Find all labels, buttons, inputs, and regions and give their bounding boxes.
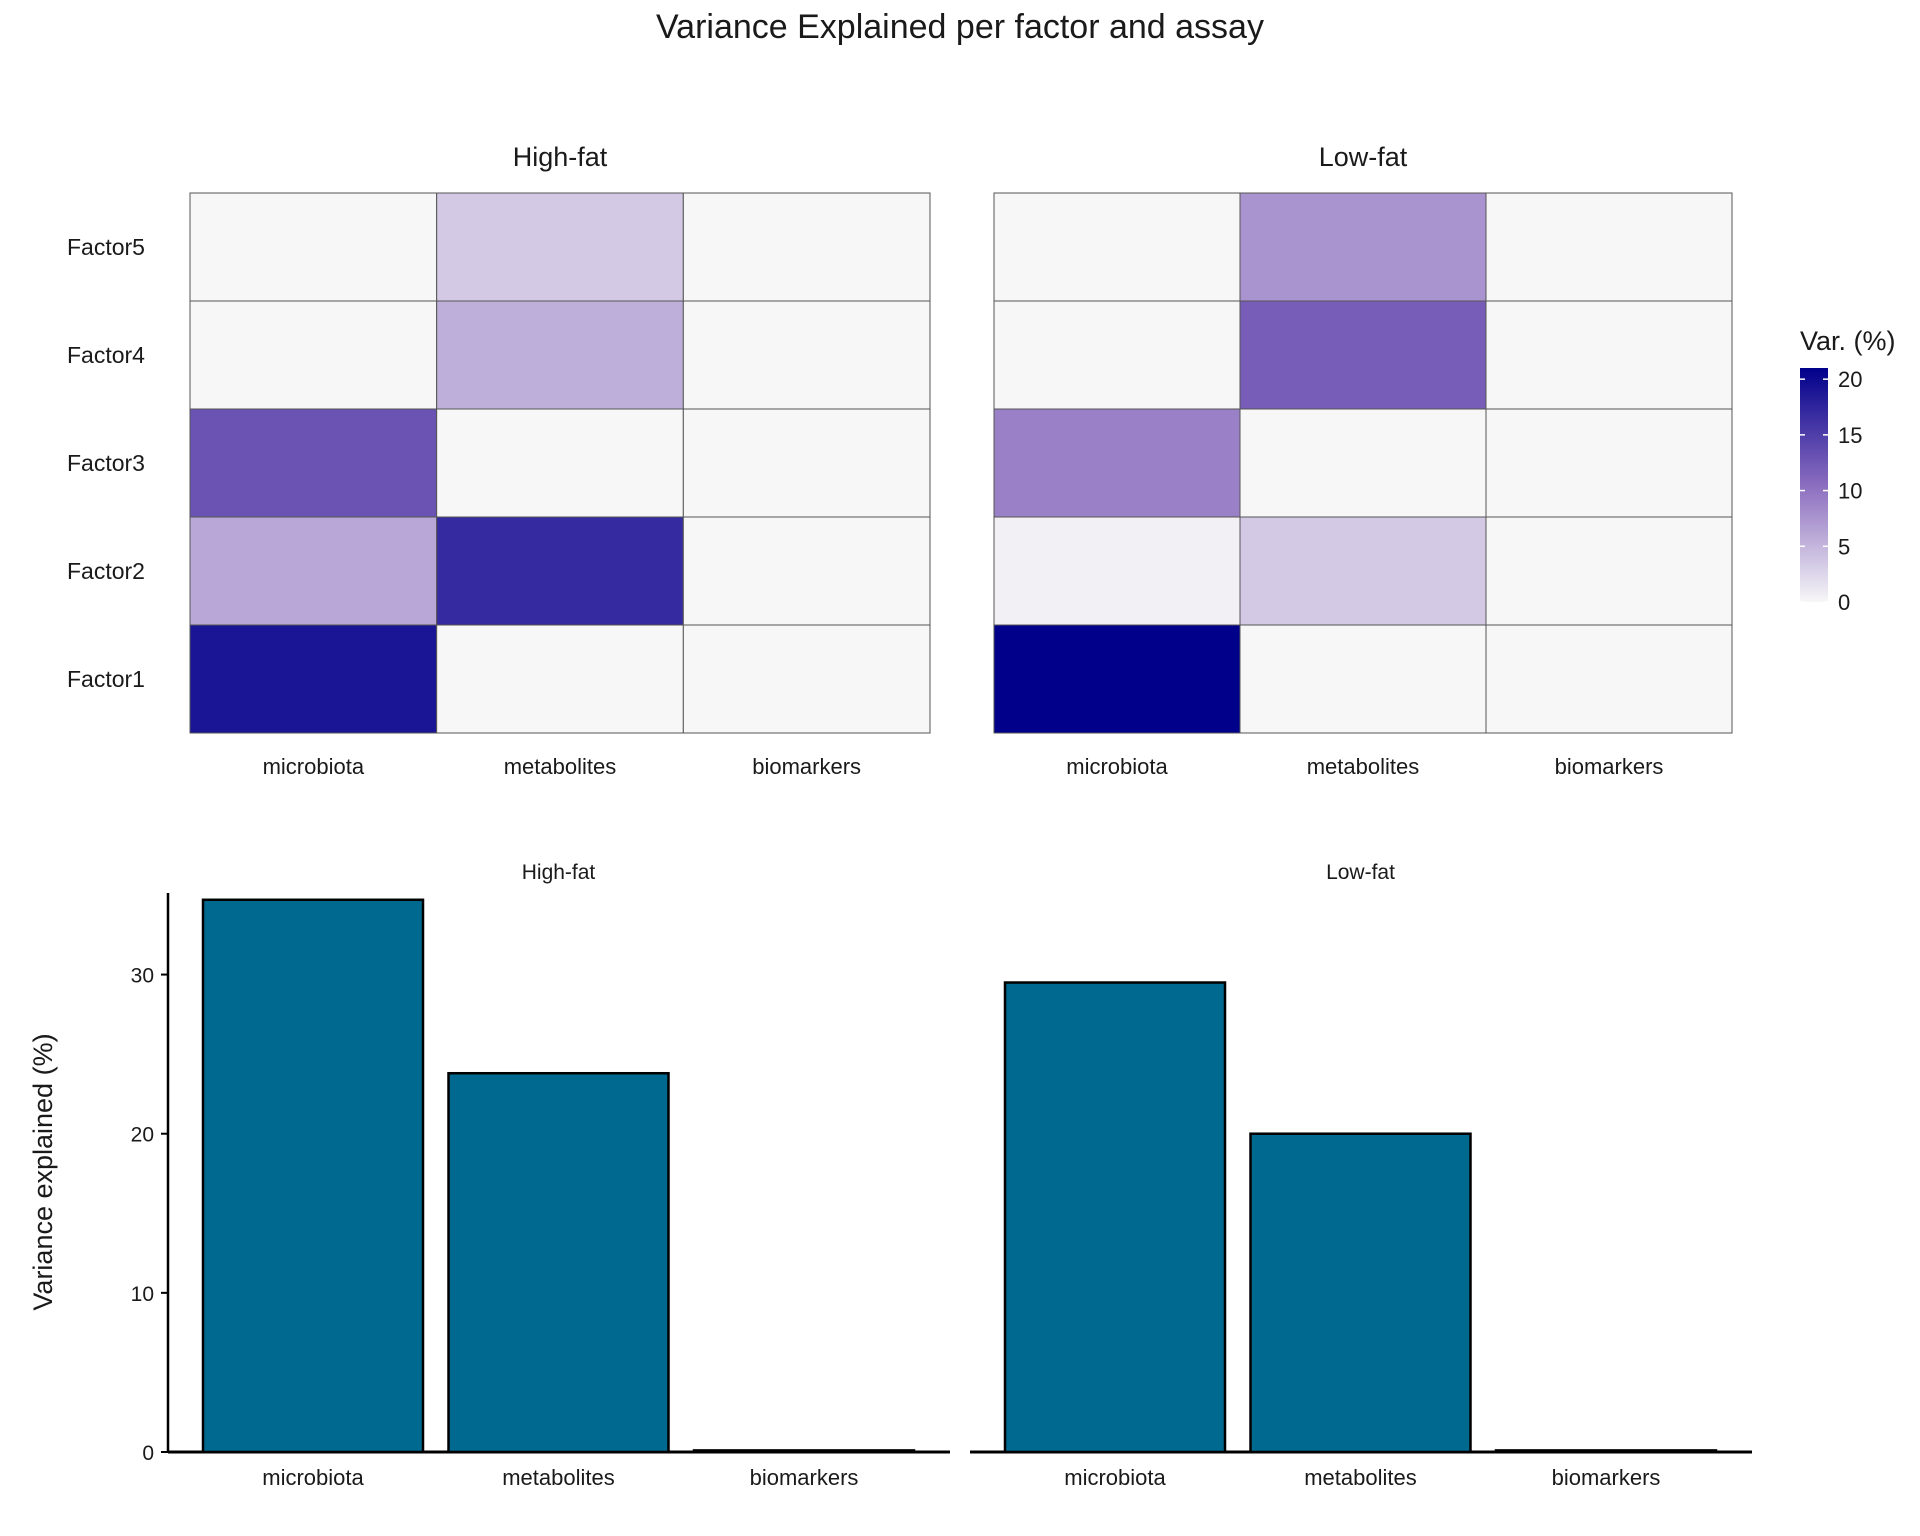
heatmap-cell: [993, 300, 1241, 410]
heatmap-y-tick-label: Factor1: [67, 666, 145, 692]
legend-title: Var. (%): [1800, 326, 1896, 356]
heatmap-cell: [682, 192, 931, 302]
heatmap-cell: [436, 192, 684, 302]
bar-panel-title: High-fat: [522, 861, 596, 884]
colorbar-tick-label: 20: [1838, 367, 1862, 392]
colorbar-legend: Var. (%) 0 5 10 15 20: [1800, 326, 1896, 615]
heatmap-cell: [1485, 192, 1733, 302]
heatmap-cell: [189, 624, 438, 734]
bar-y-tick-label: 20: [131, 1124, 154, 1147]
heatmap-cell: [1239, 408, 1487, 518]
heatmap-y-tick-label: Factor2: [67, 558, 145, 584]
heatmap-cell: [1485, 516, 1733, 626]
heatmap-panel-high-fat: High-fat microbiota metabolites biomarkers: [189, 142, 931, 779]
colorbar: [1800, 368, 1828, 602]
bar: [201, 898, 425, 1454]
bar-panel-title: Low-fat: [1326, 861, 1395, 884]
bar-y-tick-label: 10: [131, 1283, 154, 1306]
heatmap-x-tick-label: metabolites: [1307, 754, 1420, 779]
figure-title: Variance Explained per factor and assay: [656, 8, 1264, 46]
heatmap-cell: [1485, 408, 1733, 518]
bar-x-tick-label: biomarkers: [750, 1465, 859, 1490]
heatmap-cell: [682, 408, 931, 518]
bar-x-tick-label: biomarkers: [1552, 1465, 1661, 1490]
heatmap-x-tick-label: microbiota: [263, 754, 365, 779]
colorbar-tick-label: 15: [1838, 423, 1862, 448]
bar-x-tick-label: microbiota: [1064, 1465, 1166, 1490]
heatmap-cell: [993, 408, 1241, 518]
bar-chart-section: Variance explained (%) 0 10 20 30 High-fat mic…: [28, 861, 1752, 1490]
heatmap-cell: [189, 192, 438, 302]
heatmap-cell: [1485, 624, 1733, 734]
heatmap-y-tick-label: Factor5: [67, 234, 145, 260]
heatmap-cell: [993, 624, 1241, 734]
bar: [692, 1449, 916, 1454]
bar-panel-high-fat: High-fat microbiota metabolites biomarkers: [168, 861, 950, 1490]
bar-x-tick-label: metabolites: [1304, 1465, 1417, 1490]
heatmap-x-tick-label: biomarkers: [752, 754, 861, 779]
heatmap-cell: [682, 300, 931, 410]
colorbar-tick-label: 5: [1838, 534, 1850, 559]
bar: [1003, 981, 1227, 1454]
heatmap-cell: [1239, 192, 1487, 302]
heatmap-x-tick-label: microbiota: [1066, 754, 1168, 779]
bar-x-tick-label: metabolites: [502, 1465, 615, 1490]
colorbar-tick-label: 0: [1838, 590, 1850, 615]
heatmap-cell: [189, 516, 438, 626]
heatmap-cell: [436, 624, 684, 734]
heatmap-x-tick-label: metabolites: [504, 754, 617, 779]
heatmap-panel-title: Low-fat: [1319, 142, 1408, 172]
heatmap-x-tick-label: biomarkers: [1555, 754, 1664, 779]
heatmap-y-tick-label: Factor4: [67, 342, 145, 368]
heatmap-cell: [436, 408, 684, 518]
bar-panel-low-fat: Low-fat microbiota metabolites biomarkers: [970, 861, 1752, 1490]
bar: [1249, 1132, 1472, 1454]
heatmap-panel-low-fat: Low-fat microbiota metabolites biomarkers: [993, 142, 1733, 779]
colorbar-tick-label: 10: [1838, 479, 1862, 504]
bar: [1494, 1449, 1718, 1454]
heatmap-y-tick-label: Factor3: [67, 450, 145, 476]
bar-y-tick-label: 30: [131, 965, 154, 988]
heatmap-cell: [1485, 300, 1733, 410]
heatmap-cell: [189, 300, 438, 410]
heatmap-cell: [1239, 624, 1487, 734]
bar-y-axis-label: Variance explained (%): [28, 1033, 58, 1310]
heatmap-cell: [682, 516, 931, 626]
bar: [447, 1071, 670, 1454]
heatmap-cell: [993, 516, 1241, 626]
heatmap-panel-title: High-fat: [513, 142, 608, 172]
bar-x-tick-label: microbiota: [262, 1465, 364, 1490]
heatmap-cell: [1239, 300, 1487, 410]
heatmap-cell: [436, 516, 684, 626]
heatmap-cell: [993, 192, 1241, 302]
heatmap-cell: [1239, 516, 1487, 626]
heatmap-cell: [436, 300, 684, 410]
bar-y-tick-label: 0: [142, 1442, 154, 1465]
heatmap-cell: [682, 624, 931, 734]
heatmap-cell: [189, 408, 438, 518]
